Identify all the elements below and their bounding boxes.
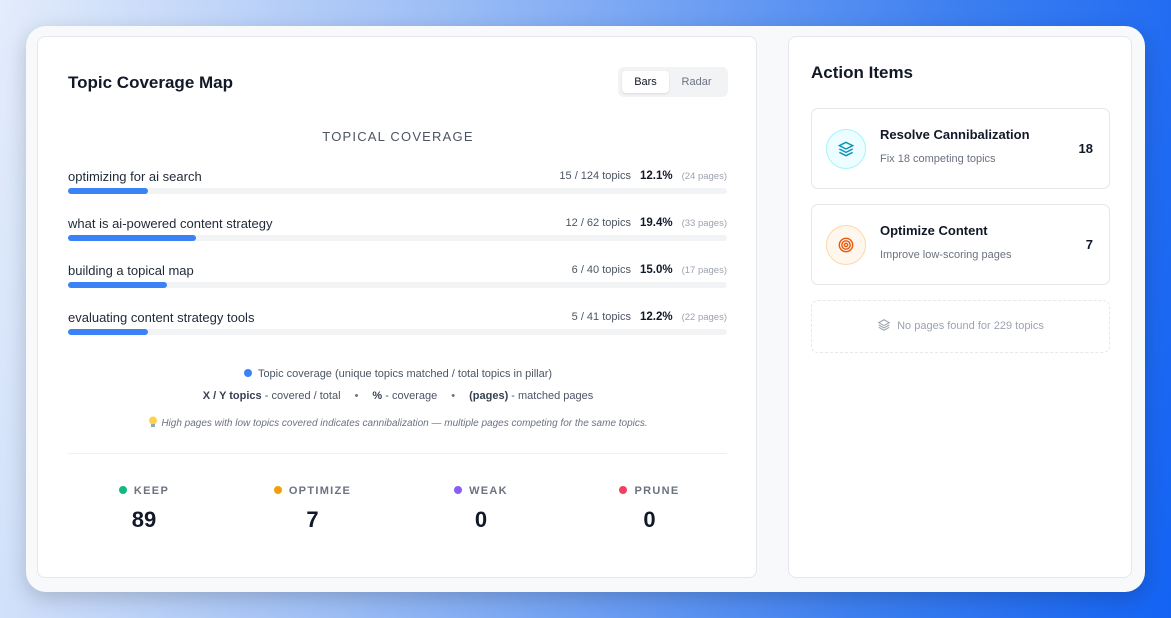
stat-label: WEAK	[401, 485, 561, 497]
bar	[68, 235, 196, 241]
action-icon	[826, 129, 866, 169]
stat-label-text: WEAK	[469, 485, 508, 497]
row-topics: 5 / 41 topics	[571, 311, 631, 323]
stat-label: KEEP	[64, 485, 224, 497]
stat: OPTIMIZE 7	[233, 485, 393, 533]
stat-dot	[454, 486, 463, 494]
row-stats: 15 / 124 topics 12.1% (24 pages)	[559, 170, 727, 182]
row-label: building a topical map	[68, 263, 194, 278]
row-stats: 6 / 40 topics 15.0% (17 pages)	[572, 264, 727, 276]
legend: Topic coverage (unique topics matched / …	[38, 368, 758, 380]
stat-dot	[619, 486, 628, 494]
row-pages: (33 pages)	[681, 218, 727, 229]
action-icon	[826, 225, 866, 265]
bar	[68, 329, 149, 335]
action-count: 18	[1078, 141, 1093, 156]
key-item: (pages) - matched pages	[437, 390, 593, 402]
stat: PRUNE 0	[570, 485, 730, 533]
key-desc: - covered / total	[264, 390, 341, 402]
stat-value: 89	[131, 507, 157, 532]
bar-track	[68, 329, 727, 335]
view-toggle: Bars Radar	[618, 67, 728, 97]
action-subtitle: Improve low-scoring pages	[880, 249, 1012, 261]
key-item: X / Y topics - covered / total	[203, 390, 341, 402]
bar-track	[68, 235, 727, 241]
coverage-row: evaluating content strategy tools 5 / 41 …	[68, 310, 727, 340]
legend-dot	[243, 369, 252, 377]
row-pages: (24 pages)	[681, 171, 727, 182]
stat-label-text: PRUNE	[634, 485, 680, 497]
key-term: %	[372, 390, 383, 402]
key: X / Y topics - covered / total% - covera…	[38, 390, 758, 402]
stat: KEEP 89	[64, 485, 224, 533]
bar	[68, 282, 167, 288]
row-coverage: 12.2%	[639, 311, 673, 323]
key-desc: - coverage	[385, 390, 438, 402]
note: High pages with low topics covered indic…	[38, 416, 758, 429]
chart-title: TOPICAL COVERAGE	[322, 129, 474, 144]
key-term: (pages)	[469, 390, 509, 402]
bar	[68, 188, 148, 194]
action-card[interactable]: Optimize Content Improve low-scoring page…	[811, 204, 1110, 285]
key-term: X / Y topics	[202, 390, 262, 402]
row-topics: 15 / 124 topics	[559, 170, 631, 182]
row-topics: 12 / 62 topics	[565, 217, 631, 229]
row-coverage: 19.4%	[639, 217, 673, 229]
row-pages: (17 pages)	[681, 265, 727, 276]
row-topics: 6 / 40 topics	[571, 264, 631, 276]
stat-value: 7	[306, 507, 319, 532]
action-panel: Action Items Resolve Cannibalization Fix …	[788, 36, 1132, 578]
coverage-row: optimizing for ai search 15 / 124 topics 1…	[68, 169, 727, 199]
row-coverage: 12.1%	[639, 170, 673, 182]
row-coverage: 15.0%	[639, 264, 673, 276]
stat-label: OPTIMIZE	[233, 485, 393, 497]
stat: WEAK 0	[401, 485, 561, 533]
toggle-radar[interactable]: Radar	[681, 76, 712, 88]
action-card[interactable]: Resolve Cannibalization Fix 18 competing …	[811, 108, 1110, 189]
row-stats: 5 / 41 topics 12.2% (22 pages)	[572, 311, 727, 323]
coverage-panel: Topic Coverage Map Bars Radar TOPICAL CO…	[37, 36, 757, 578]
stat-label-text: OPTIMIZE	[288, 485, 352, 497]
divider	[68, 453, 727, 454]
action-title: Resolve Cannibalization	[880, 127, 1030, 142]
stat-value: 0	[474, 507, 488, 532]
key-item: % - coverage	[341, 390, 438, 402]
toggle-bars[interactable]: Bars	[622, 71, 669, 93]
stat-label: PRUNE	[570, 485, 730, 497]
panel-title: Topic Coverage Map	[68, 73, 233, 92]
bar-track	[68, 282, 727, 288]
legend-text: Topic coverage (unique topics matched / …	[257, 368, 553, 380]
action-title: Optimize Content	[880, 223, 988, 238]
row-label: optimizing for ai search	[68, 169, 202, 184]
action-subtitle: Fix 18 competing topics	[880, 153, 996, 165]
empty-state: No pages found for 229 topics	[811, 300, 1110, 353]
coverage-row: building a topical map 6 / 40 topics 15.0%…	[68, 263, 727, 293]
panel-title: Action Items	[811, 63, 914, 82]
row-label: what is ai-powered content strategy	[68, 216, 273, 231]
stat-dot	[118, 486, 127, 494]
stat-dot	[273, 486, 282, 494]
row-pages: (22 pages)	[681, 312, 727, 323]
note-text: High pages with low topics covered indic…	[161, 418, 648, 429]
row-stats: 12 / 62 topics 19.4% (33 pages)	[566, 217, 727, 229]
stat-label-text: KEEP	[133, 485, 170, 497]
empty-text: No pages found for 229 topics	[897, 320, 1044, 332]
coverage-row: what is ai-powered content strategy 12 / …	[68, 216, 727, 246]
stat-value: 0	[643, 507, 656, 532]
row-label: evaluating content strategy tools	[68, 310, 255, 325]
bar-track	[68, 188, 727, 194]
bulb-icon	[149, 416, 158, 427]
key-desc: - matched pages	[511, 390, 594, 402]
action-count: 7	[1085, 237, 1093, 252]
